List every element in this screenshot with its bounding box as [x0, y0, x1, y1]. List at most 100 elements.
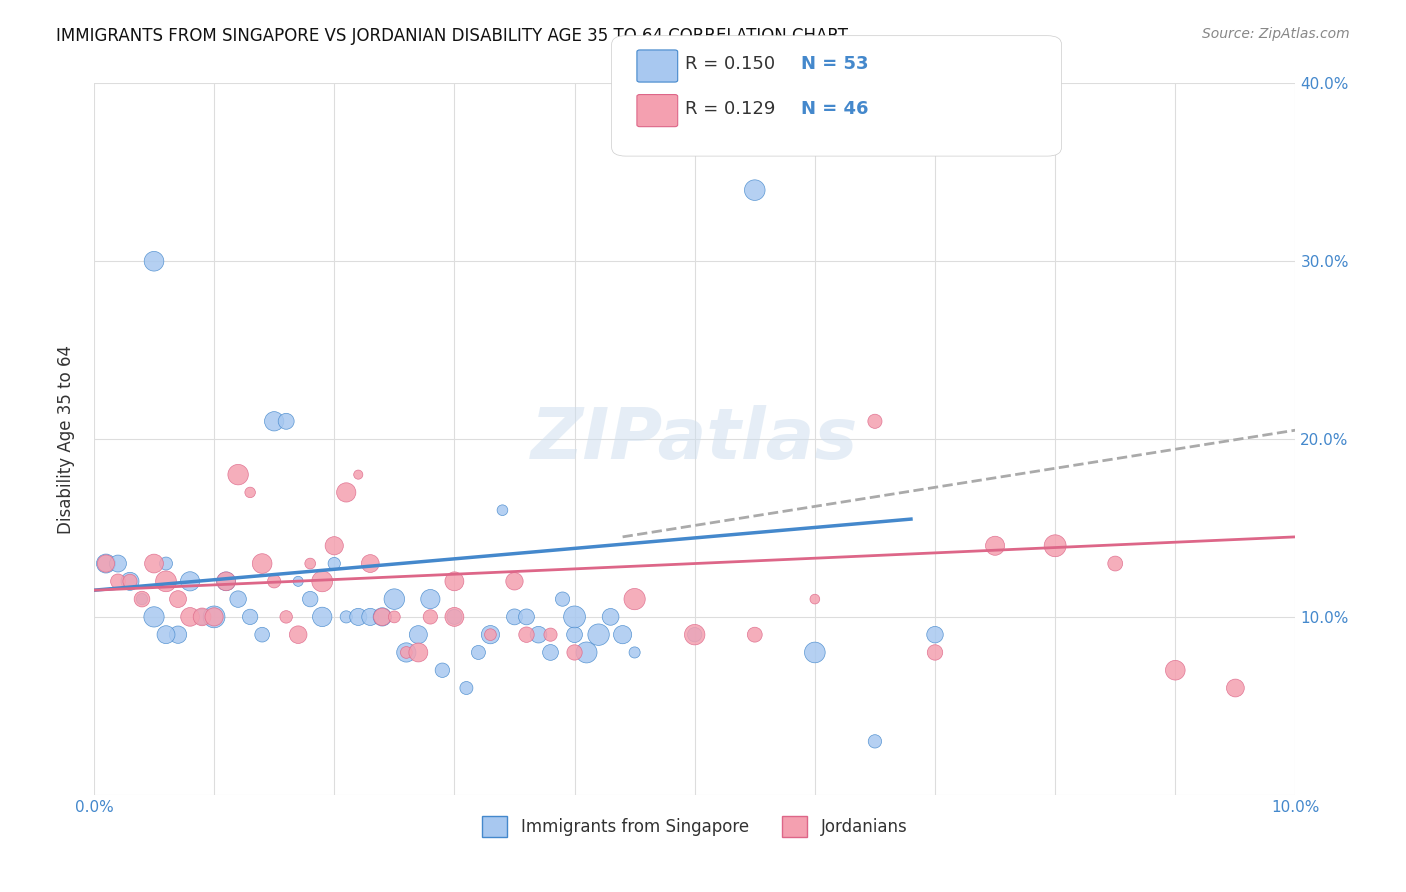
Point	[588, 628, 610, 642]
Point	[623, 592, 645, 607]
Point	[202, 610, 225, 624]
Point	[263, 414, 285, 428]
Point	[94, 557, 117, 571]
Point	[1104, 557, 1126, 571]
Point	[744, 183, 766, 197]
Point	[804, 592, 827, 607]
Text: N = 53: N = 53	[801, 55, 869, 73]
Point	[984, 539, 1007, 553]
Point	[863, 734, 886, 748]
Point	[540, 628, 562, 642]
Point	[155, 574, 177, 589]
Point	[179, 610, 201, 624]
Legend: Immigrants from Singapore, Jordanians: Immigrants from Singapore, Jordanians	[475, 810, 914, 843]
Point	[250, 628, 273, 642]
Point	[335, 485, 357, 500]
Point	[863, 414, 886, 428]
Point	[623, 645, 645, 659]
Y-axis label: Disability Age 35 to 64: Disability Age 35 to 64	[58, 344, 75, 533]
Point	[311, 610, 333, 624]
Point	[107, 574, 129, 589]
Point	[1164, 663, 1187, 677]
Text: R = 0.129: R = 0.129	[685, 100, 775, 118]
Point	[612, 628, 634, 642]
Point	[215, 574, 238, 589]
Point	[491, 503, 513, 517]
Point	[359, 557, 381, 571]
Point	[1225, 681, 1247, 695]
Text: ZIPatlas: ZIPatlas	[531, 405, 859, 474]
Point	[299, 592, 322, 607]
Text: N = 46: N = 46	[801, 100, 869, 118]
Point	[683, 628, 706, 642]
Point	[239, 485, 262, 500]
Point	[1043, 539, 1066, 553]
Text: R = 0.150: R = 0.150	[685, 55, 775, 73]
Point	[503, 574, 526, 589]
Point	[215, 574, 238, 589]
Point	[564, 628, 586, 642]
Point	[540, 645, 562, 659]
Point	[515, 628, 537, 642]
Point	[287, 574, 309, 589]
Point	[804, 645, 827, 659]
Point	[395, 645, 418, 659]
Point	[155, 628, 177, 642]
Point	[311, 574, 333, 589]
Point	[118, 574, 141, 589]
Point	[131, 592, 153, 607]
Point	[371, 610, 394, 624]
Point	[323, 539, 346, 553]
Point	[335, 610, 357, 624]
Point	[408, 645, 430, 659]
Point	[479, 628, 502, 642]
Point	[479, 628, 502, 642]
Point	[299, 557, 322, 571]
Point	[503, 610, 526, 624]
Point	[359, 610, 381, 624]
Point	[191, 610, 214, 624]
Point	[202, 610, 225, 624]
Point	[395, 645, 418, 659]
Text: Source: ZipAtlas.com: Source: ZipAtlas.com	[1202, 27, 1350, 41]
Point	[191, 610, 214, 624]
Point	[515, 610, 537, 624]
Point	[419, 592, 441, 607]
Point	[167, 592, 190, 607]
Point	[408, 628, 430, 642]
Point	[143, 610, 166, 624]
Point	[250, 557, 273, 571]
Point	[94, 557, 117, 571]
Point	[924, 645, 946, 659]
Point	[527, 628, 550, 642]
Point	[226, 467, 249, 482]
Point	[564, 645, 586, 659]
Point	[155, 557, 177, 571]
Point	[347, 467, 370, 482]
Point	[143, 557, 166, 571]
Point	[564, 610, 586, 624]
Point	[575, 645, 598, 659]
Point	[107, 557, 129, 571]
Point	[744, 628, 766, 642]
Point	[551, 592, 574, 607]
Point	[382, 592, 405, 607]
Point	[323, 557, 346, 571]
Point	[167, 628, 190, 642]
Point	[924, 628, 946, 642]
Point	[143, 254, 166, 268]
Point	[419, 610, 441, 624]
Point	[131, 592, 153, 607]
Point	[287, 628, 309, 642]
Point	[443, 610, 465, 624]
Point	[683, 628, 706, 642]
Point	[179, 574, 201, 589]
Point	[118, 574, 141, 589]
Point	[263, 574, 285, 589]
Point	[467, 645, 489, 659]
Point	[276, 414, 298, 428]
Point	[371, 610, 394, 624]
Point	[276, 610, 298, 624]
Point	[443, 574, 465, 589]
Point	[443, 610, 465, 624]
